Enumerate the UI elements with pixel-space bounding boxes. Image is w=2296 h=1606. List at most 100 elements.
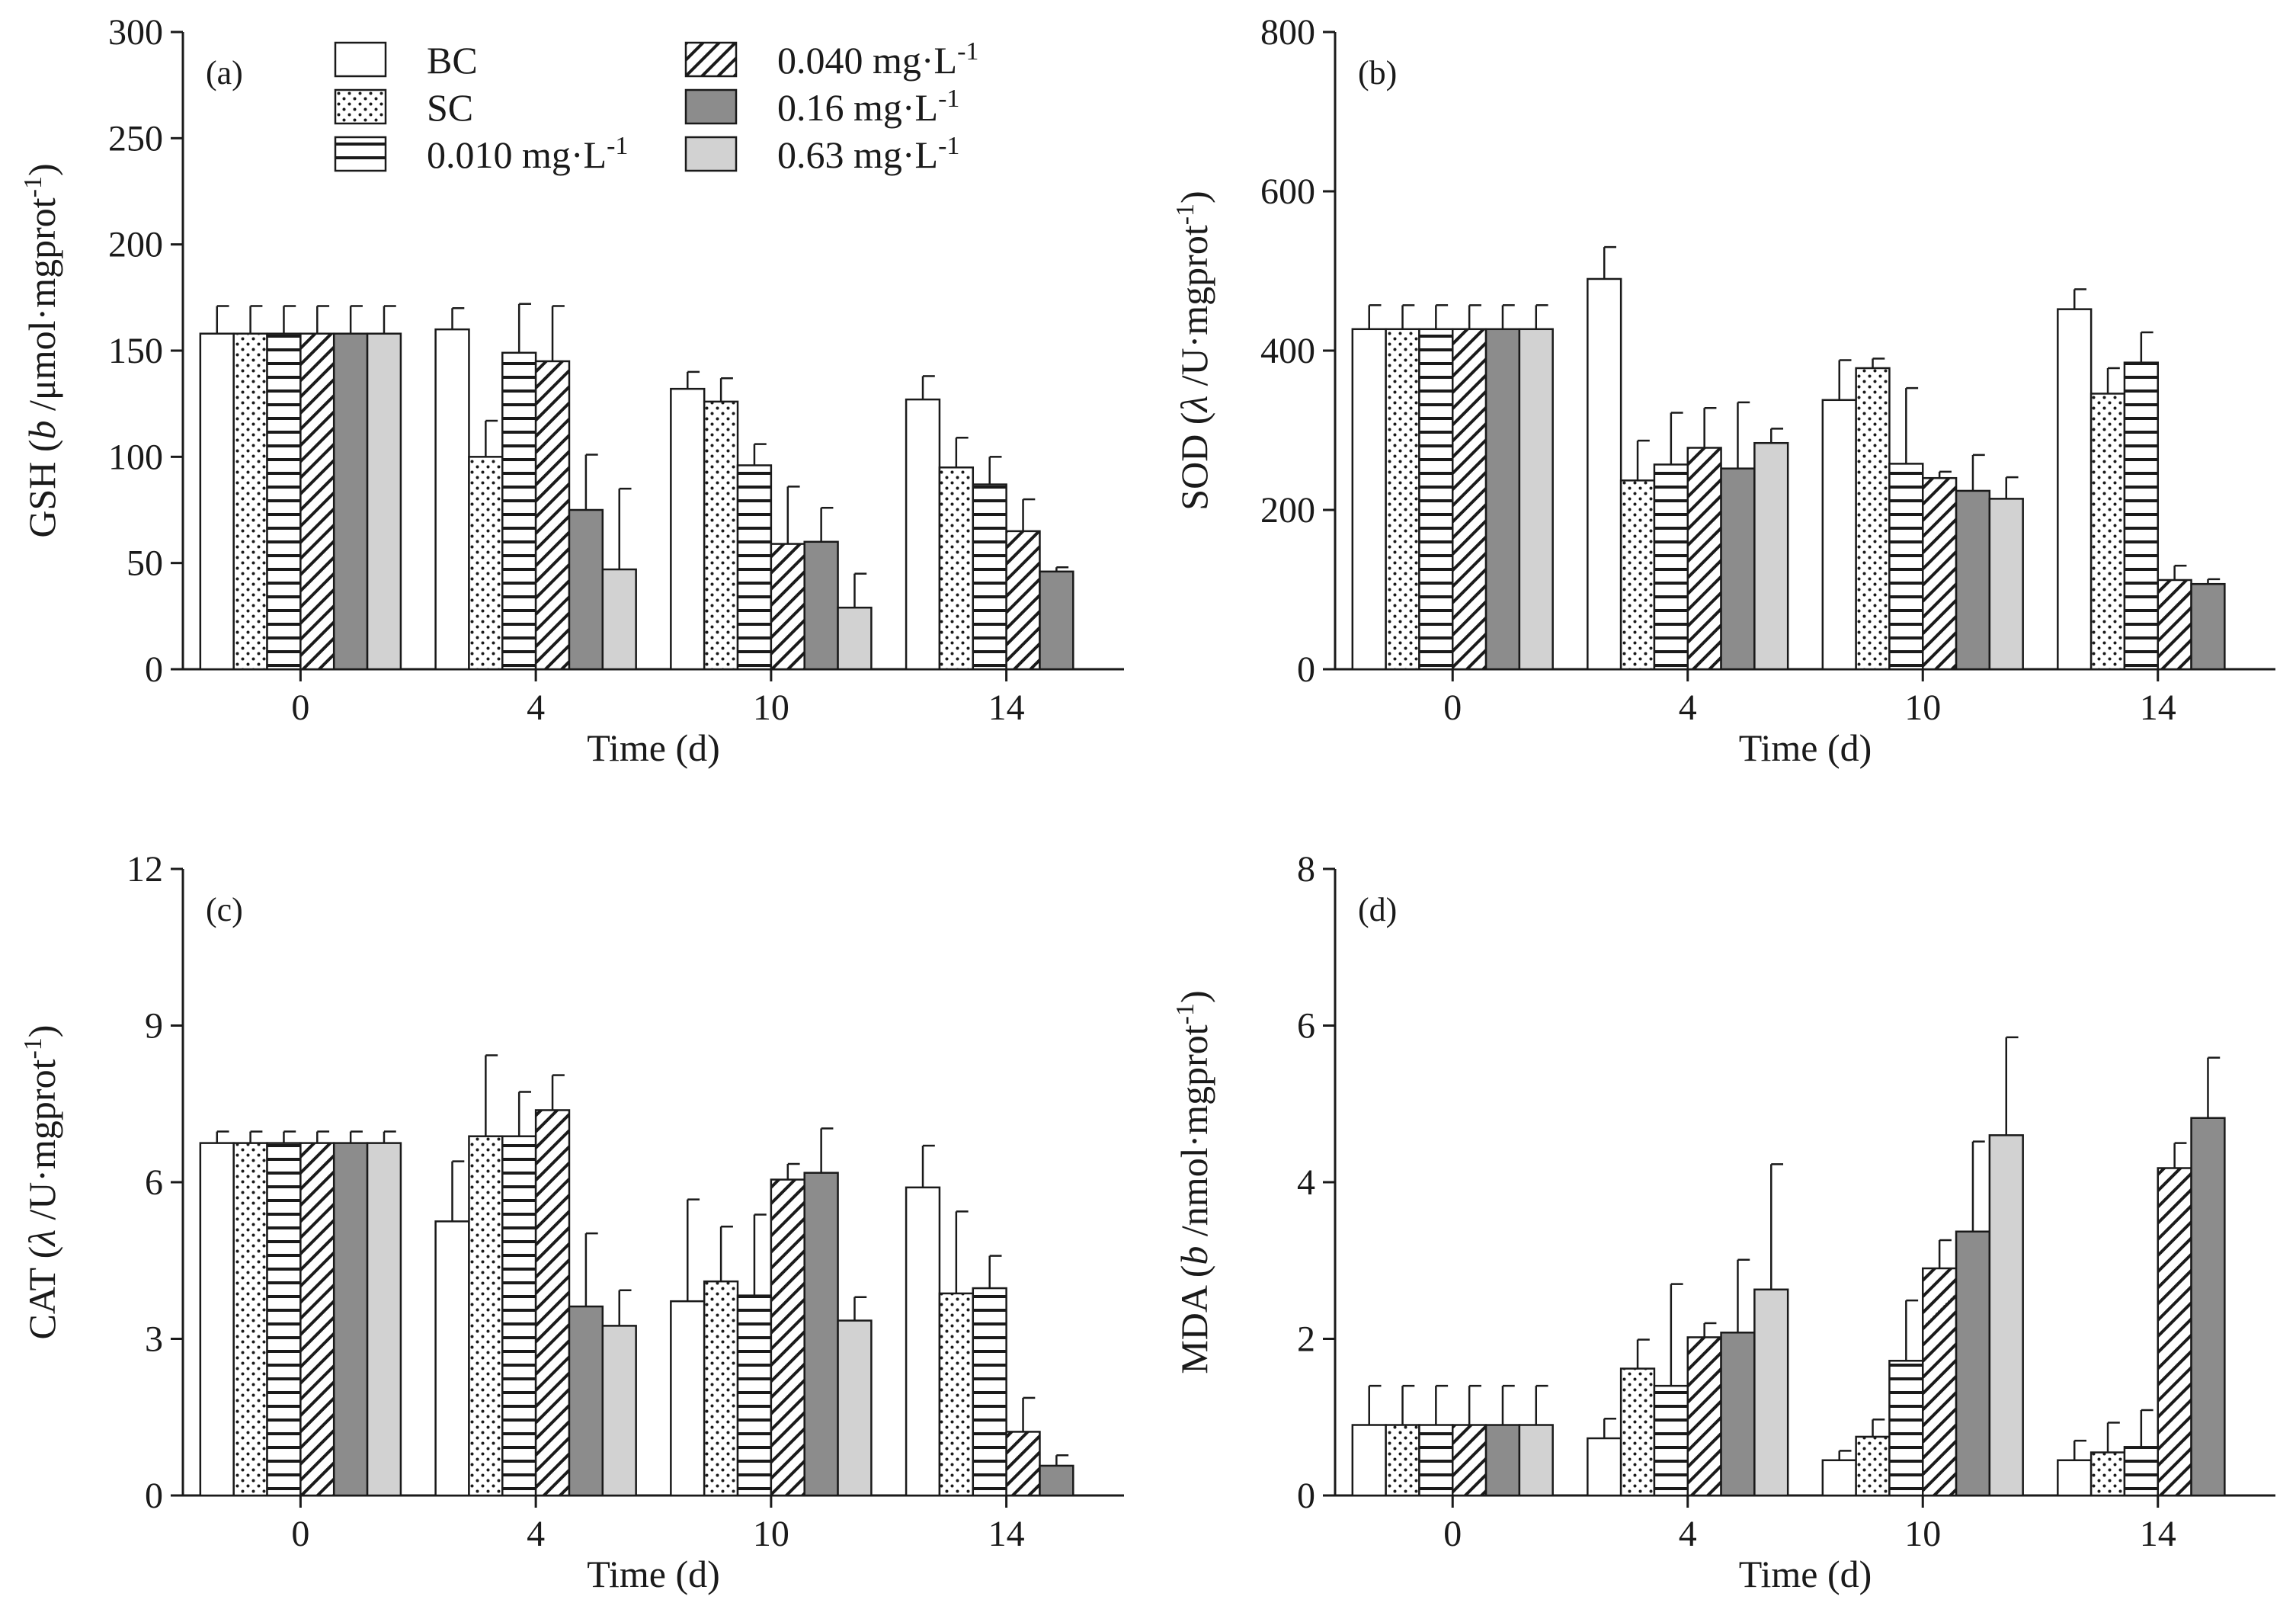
x-tick-label: 4: [527, 1514, 545, 1554]
bar-b-10-3: [1922, 476, 1958, 671]
bar-d-10-1: [1855, 1435, 1891, 1497]
x-axis-label: Time (d): [587, 1553, 720, 1595]
y-tick-label: 100: [108, 437, 163, 477]
legend-item-c16: 0.16 mg·L-1: [684, 85, 959, 130]
bar-c-10-4: [803, 1172, 839, 1497]
legend-label: 0.16 mg·L-1: [777, 85, 959, 130]
bar-c-4-3: [534, 1109, 571, 1497]
bar-d-10-2: [1888, 1360, 1924, 1497]
bar-d-10-3: [1922, 1267, 1958, 1497]
bar-b-14-4: [2190, 582, 2226, 671]
bar-b-0-5: [1518, 328, 1554, 671]
y-tick-label: 0: [145, 1476, 163, 1516]
bar-a-10-1: [703, 400, 739, 671]
bar-c-10-5: [837, 1319, 873, 1497]
y-axis-label: MDA (b /nmol·mgprot-1): [1171, 990, 1216, 1374]
bar-b-4-3: [1686, 447, 1722, 671]
legend-swatch: [684, 88, 738, 125]
legend-item-c010: 0.010 mg·L-1: [334, 132, 628, 177]
y-tick-label: 0: [1297, 649, 1315, 690]
bar-d-4-1: [1619, 1367, 1656, 1497]
bar-a-4-1: [468, 456, 504, 671]
bar-d-0-4: [1484, 1424, 1521, 1497]
bar-a-0-0: [199, 332, 235, 671]
legend-item-SC: SC: [334, 86, 473, 129]
y-tick-label: 8: [1297, 849, 1315, 890]
bar-b-0-1: [1385, 328, 1420, 671]
legend-item-c63: 0.63 mg·L-1: [684, 132, 959, 177]
bar-c-0-3: [299, 1142, 335, 1497]
bar-d-14-0: [2057, 1459, 2093, 1497]
bar-c-14-1: [938, 1292, 975, 1497]
y-axis-label: SOD (λ /U·mgprot-1): [1171, 191, 1216, 510]
bar-a-4-0: [434, 328, 470, 671]
y-tick-label: 800: [1260, 12, 1315, 53]
bar-d-4-4: [1720, 1332, 1756, 1497]
x-tick-label: 14: [988, 688, 1025, 728]
bar-b-10-2: [1888, 463, 1924, 671]
y-tick-label: 300: [108, 12, 163, 53]
bar-a-4-2: [501, 351, 537, 671]
bar-b-10-1: [1855, 367, 1891, 671]
bar-a-0-4: [332, 332, 369, 671]
legend-swatch: [684, 136, 738, 172]
legend-swatch: [334, 88, 387, 125]
bar-b-14-3: [2157, 579, 2192, 671]
bar-a-10-3: [770, 543, 805, 671]
legend-swatch: [334, 41, 387, 78]
x-tick-label: 10: [1904, 688, 1941, 728]
legend-label: 0.63 mg·L-1: [777, 132, 959, 177]
x-tick-label: 14: [2140, 1514, 2176, 1554]
bar-c-10-3: [770, 1178, 805, 1497]
bar-d-10-0: [1821, 1459, 1857, 1497]
x-tick-label: 4: [1679, 688, 1697, 728]
bar-a-4-5: [601, 568, 637, 671]
y-tick-label: 6: [1297, 1006, 1315, 1047]
y-tick-label: 200: [108, 225, 163, 265]
bar-d-10-5: [1988, 1134, 2024, 1497]
bar-c-0-4: [332, 1142, 369, 1497]
panel-c: 0 3 6 9 12 0 4 10 14 Time (d) CAT (λ /U·mgprot-1) (…: [19, 849, 1124, 1595]
bar-d-0-2: [1418, 1424, 1454, 1497]
y-tick-label: 0: [145, 649, 163, 690]
legend-swatch: [684, 41, 738, 78]
bar-d-0-5: [1518, 1424, 1554, 1497]
bar-c-4-0: [434, 1220, 470, 1497]
bar-a-14-2: [972, 483, 1007, 671]
y-tick-label: 3: [145, 1319, 163, 1360]
legend-item-BC: BC: [334, 39, 478, 82]
x-tick-label: 10: [753, 1514, 789, 1554]
legend-label: 0.040 mg·L-1: [777, 37, 978, 82]
bar-a-0-2: [266, 332, 302, 671]
bar-b-4-4: [1720, 467, 1756, 671]
panel-b: 0 200 400 600 800 0 4 10 14 Time (d) SOD (λ /U·mgp…: [1171, 12, 2275, 769]
bar-c-0-0: [199, 1142, 235, 1497]
panel-label: (a): [206, 54, 243, 91]
bar-a-0-5: [366, 332, 402, 671]
bar-b-0-0: [1351, 328, 1387, 671]
bar-d-0-3: [1452, 1424, 1487, 1497]
bar-b-10-5: [1988, 498, 2024, 671]
y-tick-label: 4: [1297, 1162, 1315, 1203]
panel-label: (d): [1358, 891, 1397, 928]
y-tick-label: 200: [1260, 490, 1315, 531]
bar-d-4-2: [1653, 1384, 1689, 1497]
bar-c-14-0: [905, 1186, 941, 1497]
bar-a-14-1: [938, 466, 975, 671]
bar-c-4-1: [468, 1135, 504, 1497]
bar-c-4-2: [501, 1135, 537, 1497]
bar-c-10-2: [736, 1294, 773, 1497]
x-axis-label: Time (d): [1739, 1553, 1872, 1595]
bar-c-0-2: [266, 1142, 302, 1497]
bar-b-14-2: [2123, 361, 2160, 671]
bar-a-14-0: [905, 398, 941, 671]
x-tick-label: 0: [291, 688, 309, 728]
bar-a-10-4: [803, 540, 839, 671]
bar-c-14-2: [972, 1287, 1007, 1497]
bar-b-10-4: [1955, 489, 1991, 671]
y-axis-label: GSH (b /μmol·mgprot-1): [19, 163, 64, 537]
legend-label: 0.010 mg·L-1: [427, 132, 628, 177]
bar-b-4-5: [1753, 441, 1789, 671]
bar-a-0-1: [232, 332, 268, 671]
legend-item-c040: 0.040 mg·L-1: [684, 37, 978, 82]
